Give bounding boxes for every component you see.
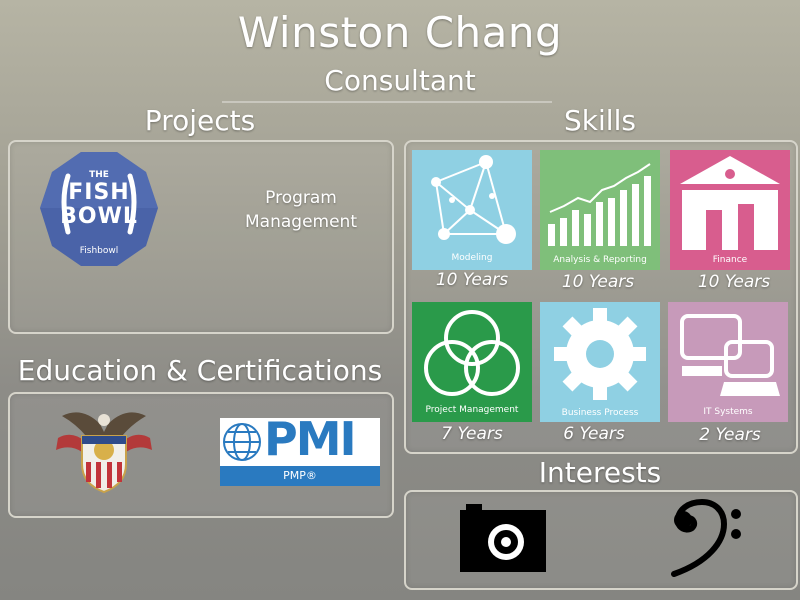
interests-heading: Interests	[538, 456, 662, 489]
skill-years: 10 Years	[697, 272, 771, 292]
skill-years: 6 Years	[563, 424, 625, 444]
skill-tile-project-management[interactable]: Project Management	[412, 302, 532, 422]
computer-icon	[680, 314, 780, 396]
bass-clef-icon	[668, 498, 744, 578]
network-icon	[431, 155, 516, 244]
skill-label: Business Process	[561, 408, 639, 418]
fishbowl-logo[interactable]: THE FISH BOWL Fishbowl	[38, 150, 160, 270]
title-divider	[222, 101, 552, 103]
project-name: Program Management	[245, 188, 357, 232]
skill-years: 7 Years	[441, 424, 503, 444]
skill-label: Modeling	[451, 253, 493, 263]
camera-icon	[460, 500, 546, 572]
skill-label: Finance	[712, 255, 748, 265]
gear-icon	[554, 308, 646, 400]
skill-years: 10 Years	[435, 270, 509, 290]
skill-years: 2 Years	[699, 425, 761, 445]
skill-tile-it-systems[interactable]: IT Systems	[668, 302, 788, 422]
bank-icon	[680, 156, 780, 250]
skill-tile-business-process[interactable]: Business Process	[540, 302, 660, 422]
skill-label: Project Management	[425, 405, 519, 415]
person-title: Consultant	[324, 64, 476, 97]
skill-years: 10 Years	[561, 272, 635, 292]
skill-label: IT Systems	[703, 407, 753, 417]
skill-tile-finance[interactable]: Finance	[670, 150, 790, 270]
skills-heading: Skills	[564, 104, 636, 137]
education-heading: Education & Certifications	[17, 354, 383, 387]
skill-tile-analysis-reporting[interactable]: Analysis & Reporting	[540, 150, 660, 270]
crest-icon	[52, 402, 156, 494]
pmi-pmp-logo: PMI PMP®	[220, 412, 380, 486]
skill-label: Analysis & Reporting	[553, 255, 647, 265]
circles-icon	[424, 310, 520, 396]
projects-heading: Projects	[144, 104, 256, 137]
person-name: Winston Chang	[237, 8, 563, 57]
skill-tile-modeling[interactable]: Modeling	[412, 150, 532, 270]
bar-chart-icon	[548, 163, 651, 246]
